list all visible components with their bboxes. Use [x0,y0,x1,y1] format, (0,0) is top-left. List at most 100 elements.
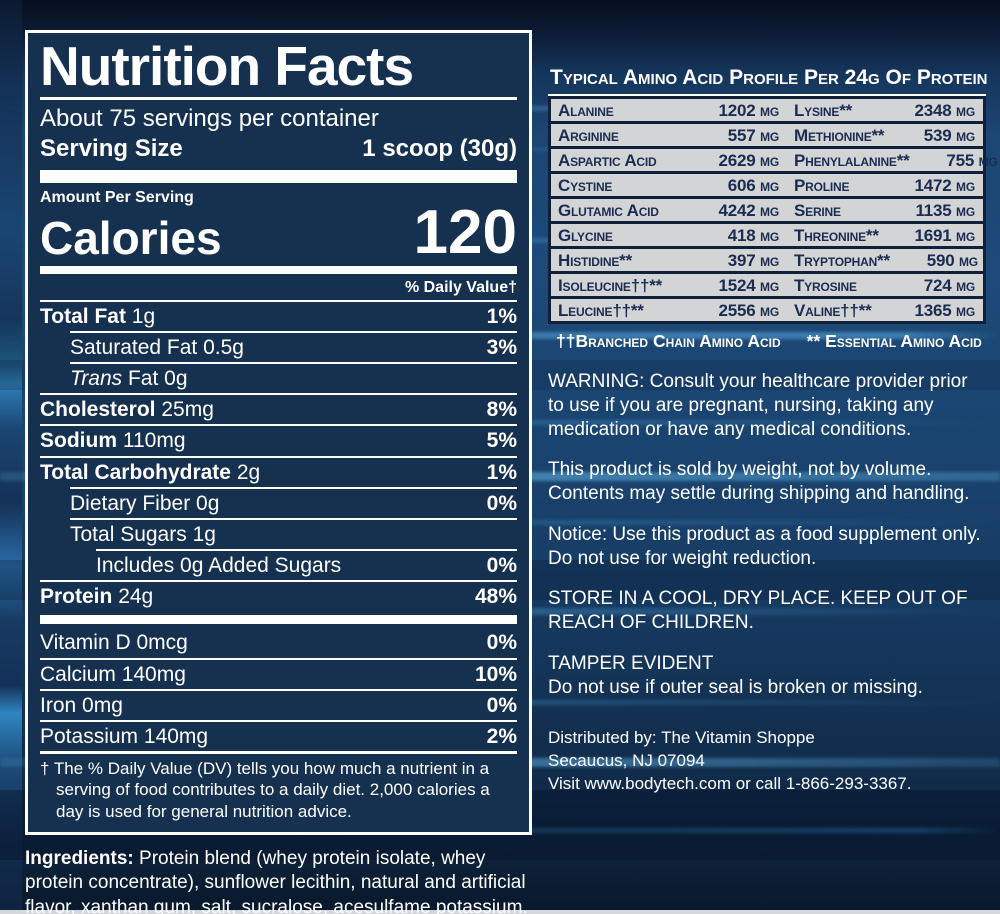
distributor-city: Secaucus, NJ 07094 [548,751,705,771]
info-section: WARNING: Consult your healthcare provide… [548,370,986,796]
amino-value: 4242 mg [718,200,780,220]
eaa-footnote: ** Essential Amino Acid [806,331,982,351]
nutrient-row: Sodium 110mg 5% [40,424,517,455]
nutrient-dv: 3% [486,335,517,359]
amino-value: 1202 mg [718,100,780,120]
amount-per-serving-label: Amount Per Serving [40,188,194,206]
amino-name: Aspartic Acid [558,150,657,170]
calories-value: 120 [413,197,517,267]
amino-footnotes: ††Branched Chain Amino Acid ** Essential… [556,331,986,352]
daily-value-header: % Daily Value† [40,277,517,302]
thick-divider [40,169,517,183]
micronutrient-row: Iron 0mg 0% [40,688,517,720]
ingredients-section: Ingredients: Protein blend (whey protein… [25,847,540,914]
nutrient-label: Total Fat [40,304,126,328]
nutrient-dv: 0% [486,554,517,578]
notice-text: Notice: Use this product as a food suppl… [548,523,981,569]
nutrient-amount: 0.5g [203,335,244,359]
ingredients-label: Ingredients: [25,847,134,869]
amino-name: Methionine** [794,125,885,145]
amino-value: 2556 mg [718,300,780,320]
nutrient-label-italic: Trans [70,366,123,390]
nutrient-amount: 2g [236,460,261,484]
amino-row: Alanine 1202 mg Lysine** 2348 mg [551,99,983,121]
thick-divider [40,265,517,274]
nutrient-dv: 8% [486,398,517,422]
nutrient-dv: 0% [486,631,517,655]
bcaa-footnote: ††Branched Chain Amino Acid [556,331,781,351]
thick-divider [40,615,517,625]
nutrient-dv: 10% [474,662,517,686]
nutrient-amount: 110mg [122,429,186,453]
amino-row: Arginine 557 mg Methionine** 539 mg [551,124,983,146]
amino-name: Isoleucine††** [558,275,663,295]
nutrient-label: Calcium [40,662,116,686]
amino-value: 755 mg [946,150,998,170]
amino-row: Aspartic Acid 2629 mg Phenylalanine** 755 … [551,149,998,171]
amino-name: Lysine** [794,100,853,120]
nutrient-row: Protein 24g 48% [40,580,517,611]
amino-name: Arginine [558,125,619,145]
amino-value: 606 mg [727,175,779,195]
nutrient-row: Total Sugars 1g [70,517,517,549]
calories-label: Calories [40,211,222,264]
nutrient-label: Fat [127,366,159,390]
tamper-evident-block: TAMPER EVIDENT Do not use if outer seal … [548,652,986,700]
amino-profile-title: Typical Amino Acid Profile Per 24g Of Pr… [548,66,988,96]
serving-size-row: Serving Size 1 scoop (30g) [40,134,517,164]
nutrient-dv: 0% [486,491,517,515]
nutrient-amount: 1g [192,522,216,546]
amino-name: Valine††** [794,300,872,320]
amino-value: 1135 mg [915,200,975,220]
nutrient-row: Trans Fat 0g [70,361,517,393]
amino-value: 724 mg [923,275,975,295]
amino-value: 1691 mg [914,225,976,245]
servings-per-container: About 75 servings per container [40,105,379,132]
calories-row: Calories 120 [40,197,517,267]
nutrient-dv: 0% [486,693,517,717]
amino-name: Histidine** [558,250,632,270]
amino-value: 397 mg [727,250,779,270]
serving-size-value: 1 scoop (30g) [362,134,517,162]
amino-row: Isoleucine††** 1524 mg Tyrosine 724 mg [551,274,983,296]
amino-name: Tryptophan** [794,250,890,270]
amino-value: 590 mg [926,250,978,270]
nutrient-row: Includes 0g Added Sugars 0% [96,549,517,580]
amino-name: Cystine [558,175,613,195]
storage-text: STORE IN A COOL, DRY PLACE. KEEP OUT OF … [548,588,968,633]
warning-text: WARNING: Consult your healthcare provide… [548,371,968,440]
background-left-strip [0,0,22,914]
nutrient-amount: 0mcg [136,631,188,655]
amino-value: 539 mg [923,125,975,145]
nutrient-row: Saturated Fat 0.5g 3% [70,330,517,362]
nutrient-label: Protein [40,585,113,609]
sold-by-weight-text: This product is sold by weight, not by v… [548,459,970,504]
nutrient-row: Total Carbohydrate 2g 1% [40,455,517,487]
daily-value-footnote: † The % Daily Value (DV) tells you how m… [40,751,517,822]
micronutrient-row: Potassium 140mg 2% [40,720,517,751]
nutrient-amount: 1g [131,304,156,328]
right-column: Typical Amino Acid Profile Per 24g Of Pr… [548,66,998,796]
tamper-evident-title: TAMPER EVIDENT [548,652,714,674]
nutrient-label: Iron [40,693,77,717]
nutrient-label: Saturated Fat [70,335,198,359]
divider [40,97,517,100]
nutrient-row: Total Fat 1g 1% [40,302,517,331]
distributor-block: Distributed by: The Vitamin Shoppe Secau… [548,727,986,796]
nutrient-dv: 48% [474,585,517,609]
ingredients-text: Protein blend (whey protein isolate, whe… [25,847,528,914]
nutrient-label: Sodium [40,429,117,453]
amino-row: Leucine††** 2556 mg Valine††** 1365 mg [551,299,983,321]
micronutrient-row: Vitamin D 0mcg 0% [40,628,517,657]
amino-name: Threonine** [794,225,879,245]
nutrient-label: Potassium [40,725,139,749]
amino-value: 1472 mg [914,175,976,195]
nutrient-amount: 24g [118,585,154,609]
amino-name: Phenylalanine** [794,150,910,170]
nutrient-amount: 140mg [121,662,186,686]
amino-name: Serine [794,200,841,220]
amino-name: Tyrosine [794,275,857,295]
amino-value: 1365 mg [914,300,976,320]
serving-size-label: Serving Size [40,134,183,162]
